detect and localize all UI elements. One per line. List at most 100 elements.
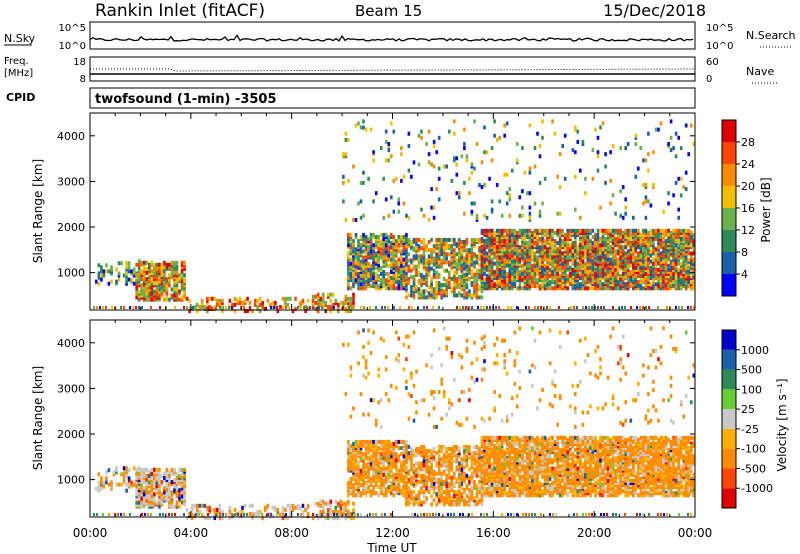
range-cell [173, 480, 176, 485]
range-cell [619, 265, 622, 270]
range-cell [611, 247, 615, 252]
range-cell [500, 235, 504, 239]
range-cell [611, 282, 615, 287]
range-cell [304, 305, 307, 309]
range-cell [669, 276, 673, 280]
range-cell [405, 481, 408, 486]
range-cell [130, 269, 133, 274]
range-cell [395, 280, 398, 285]
range-cell [677, 243, 680, 248]
range-cell [170, 504, 174, 509]
range-cell [490, 261, 494, 266]
range-cell [637, 241, 640, 246]
range-cell [163, 492, 166, 497]
range-cell [243, 503, 247, 508]
range-cell [659, 274, 663, 278]
range-cell [652, 257, 655, 262]
range-cell [111, 306, 113, 309]
power-scatter-cells [93, 119, 696, 314]
range-cell [359, 265, 363, 270]
range-cell [203, 516, 206, 521]
range-cell [632, 278, 635, 283]
range-cell [158, 293, 161, 298]
range-cell [505, 278, 509, 283]
range-cell [561, 265, 564, 270]
range-cell [324, 309, 327, 314]
range-cell [155, 262, 159, 267]
range-cell [329, 507, 333, 512]
range-cell [679, 251, 683, 256]
range-cell [173, 260, 176, 265]
range-cell [145, 297, 149, 302]
range-cell [377, 439, 380, 444]
range-cell [493, 253, 496, 258]
range-cell [382, 483, 385, 487]
range-cell [374, 464, 378, 469]
range-cell [647, 230, 650, 235]
range-cell [566, 274, 569, 278]
range-cell [687, 228, 690, 233]
range-cell [140, 285, 143, 290]
range-cell [410, 174, 413, 179]
range-cell [352, 271, 355, 276]
range-cell [473, 293, 476, 298]
range-cell [647, 278, 650, 283]
range-cell [611, 269, 615, 274]
range-cell [374, 271, 378, 276]
range-cell [168, 473, 171, 478]
range-cell [349, 305, 353, 309]
range-cell [125, 488, 128, 493]
range-cell [153, 264, 156, 269]
range-cell [127, 468, 131, 473]
range-cell [299, 300, 302, 305]
range-cell [369, 444, 373, 448]
range-cell [669, 286, 673, 291]
range-cell [639, 257, 643, 262]
range-cell [163, 289, 166, 294]
range-cell [354, 485, 358, 490]
range-cell [664, 278, 668, 283]
range-cell [352, 507, 355, 512]
range-cell [480, 230, 484, 235]
range-cell [422, 262, 426, 267]
range-cell [372, 243, 375, 248]
range-cell [354, 217, 358, 222]
range-cell [285, 306, 287, 309]
range-cell [407, 490, 411, 495]
range-cell [483, 239, 486, 244]
range-cell [236, 298, 239, 303]
range-cell [498, 243, 501, 248]
range-cell [405, 486, 408, 490]
range-cell [100, 478, 103, 483]
range-cell [495, 269, 499, 274]
range-cell [135, 306, 137, 309]
range-cell [332, 292, 335, 297]
range-cell [347, 499, 350, 504]
range-cell [589, 286, 592, 291]
range-cell [354, 271, 358, 276]
range-cell [150, 476, 154, 480]
range-cell [132, 271, 136, 276]
range-cell [551, 239, 554, 244]
range-cell [137, 289, 141, 294]
range-cell [574, 261, 577, 266]
range-cell [551, 228, 554, 233]
range-cell [256, 512, 259, 516]
range-cell [137, 277, 141, 282]
range-cell [652, 261, 655, 266]
range-cell [551, 251, 554, 256]
range-cell [690, 257, 693, 262]
range-cell [425, 289, 428, 294]
range-cell [478, 252, 481, 257]
range-cell [178, 492, 181, 497]
range-cell [218, 503, 222, 508]
range-cell [145, 496, 149, 501]
range-cell [518, 282, 522, 287]
range-cell [626, 265, 630, 270]
cpid-label: CPID [6, 91, 35, 104]
range-cell [488, 239, 491, 244]
range-cell [349, 249, 353, 254]
range-cell [511, 249, 514, 254]
range-cell [390, 269, 393, 274]
range-cell [357, 265, 360, 270]
